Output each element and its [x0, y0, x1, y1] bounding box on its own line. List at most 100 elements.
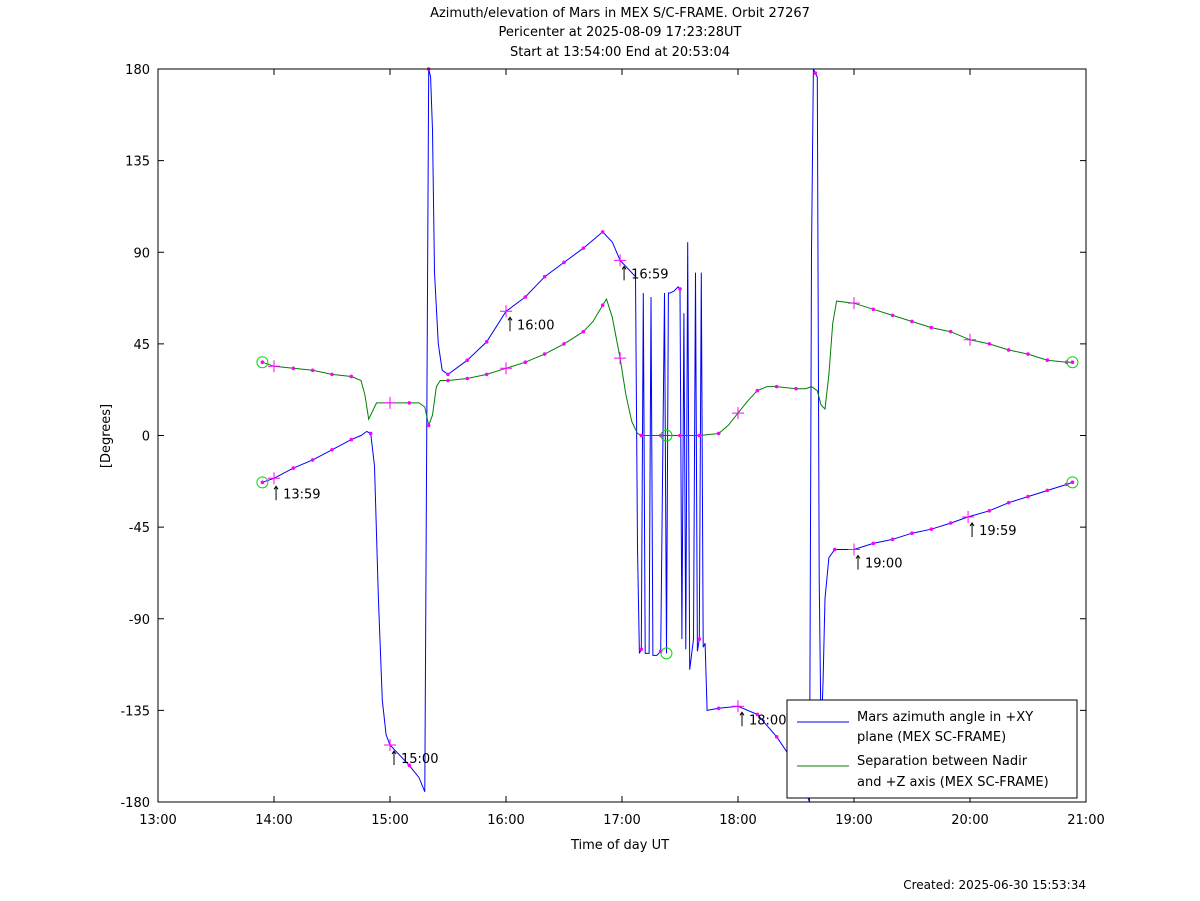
series-point: [716, 431, 721, 436]
series-point: [832, 547, 837, 552]
legend: Mars azimuth angle in +XY plane (MEX SC-…: [786, 699, 1078, 799]
series-point: [291, 466, 296, 470]
series-point: [484, 372, 489, 377]
series-point: [581, 246, 586, 250]
x-axis-label: Time of day UT: [570, 838, 669, 853]
created-footer: Created: 2025-06-30 15:53:34: [903, 878, 1086, 892]
annotation-arrow: [855, 554, 861, 570]
series-point: [446, 378, 450, 383]
annotation-arrow: [391, 750, 397, 765]
series-point: [813, 71, 818, 75]
series-point: [426, 423, 431, 428]
x-tick-label: 13:00: [139, 813, 176, 828]
series-point: [330, 372, 334, 377]
series-point: [774, 735, 779, 739]
series-point: [349, 437, 354, 442]
series-point: [871, 541, 876, 546]
series-point: [716, 706, 721, 711]
y-axis-label: [Degrees]: [99, 404, 114, 468]
series-point: [600, 303, 605, 307]
pericenter-marker: [660, 429, 673, 442]
series-point: [1045, 358, 1050, 362]
series-point: [291, 366, 296, 371]
y-tick-label: -90: [129, 613, 150, 628]
plot-lines: [262, 68, 1073, 803]
start-end-marker: [1066, 356, 1079, 369]
y-tick-label: 180: [125, 63, 150, 78]
annotation-arrow: [739, 711, 745, 727]
series-point: [368, 431, 373, 436]
x-tick-label: 15:00: [371, 813, 408, 828]
plot-annotations: 13:59 15:00 16:00 16:59 18:00 19:00 19:59: [273, 265, 1017, 767]
hour-marker: [268, 472, 280, 485]
series-point: [407, 763, 412, 768]
annotation-arrow: [273, 485, 279, 501]
series-point: [890, 313, 895, 318]
hour-marker: [962, 510, 975, 523]
hour-marker: [848, 297, 860, 310]
annotation-label: 18:00: [749, 713, 786, 728]
start-end-marker: [1066, 476, 1079, 489]
legend-label-azimuth-2: plane (MEX SC-FRAME): [857, 730, 1006, 745]
y-tick-label: -45: [129, 521, 150, 536]
series-point: [1045, 488, 1050, 493]
series-point: [987, 342, 992, 346]
y-tick-label: -180: [120, 796, 150, 811]
annotation-label: 16:59: [631, 267, 668, 282]
annotation-arrow: [507, 316, 513, 332]
series-point: [697, 433, 702, 438]
legend-label-separation-1: Separation between Nadir: [857, 754, 1028, 769]
series-point: [1070, 360, 1075, 365]
x-tick-label: 18:00: [719, 813, 756, 828]
y-tick-label: 135: [125, 155, 150, 170]
series-point: [260, 360, 265, 365]
series-point: [562, 260, 566, 265]
x-axis: 13:00 14:00 15:00 16:00 17:00 18:00 19:00 20:00…: [139, 69, 1105, 828]
series-point: [465, 376, 470, 381]
legend-label-separation-2: and +Z axis (MEX SC-FRAME): [857, 775, 1049, 790]
annotation-label: 13:59: [283, 487, 320, 502]
plot-markers: [256, 67, 1079, 768]
y-axis: 180 135 90 45 0 -45 -90 -135 -180: [120, 63, 1086, 811]
series-point: [600, 230, 605, 234]
series-point: [774, 384, 779, 389]
chart-title-line-1: Azimuth/elevation of Mars in MEX S/C-FRA…: [430, 6, 810, 21]
series-point: [755, 388, 760, 393]
x-tick-label: 14:00: [255, 813, 292, 828]
x-tick-label: 21:00: [1067, 813, 1104, 828]
series-point: [948, 329, 953, 334]
series-point: [310, 458, 315, 462]
series-point: [639, 647, 644, 652]
series-point: [484, 340, 489, 344]
x-tick-label: 19:00: [835, 813, 872, 828]
series-point: [523, 360, 528, 365]
series-point: [446, 372, 450, 377]
hour-marker: [500, 305, 512, 318]
annotation-label: 19:59: [979, 524, 1016, 539]
hour-marker: [384, 738, 396, 751]
legend-label-azimuth-1: Mars azimuth angle in +XY: [857, 710, 1033, 725]
hour-marker: [964, 333, 976, 346]
hour-marker: [384, 396, 396, 409]
series-point: [1006, 348, 1011, 352]
hour-marker: [614, 254, 627, 267]
plot-frame: [157, 68, 1087, 803]
series-point: [929, 325, 934, 330]
y-tick-label: -135: [120, 704, 150, 719]
x-tick-label: 20:00: [951, 813, 988, 828]
series-point: [581, 329, 586, 334]
series-point: [330, 447, 334, 452]
series-point: [910, 319, 914, 324]
series-point: [910, 531, 914, 536]
hour-marker: [848, 543, 860, 556]
series-point: [1070, 480, 1075, 485]
series-point: [1026, 352, 1030, 356]
series-point: [929, 527, 934, 531]
series-point: [697, 637, 702, 641]
series-point: [755, 712, 760, 717]
start-end-marker: [256, 356, 269, 369]
annotation-arrow: [621, 265, 627, 281]
chart-title-line-2: Pericenter at 2025-08-09 17:23:28UT: [498, 25, 741, 40]
series-point: [987, 509, 992, 513]
